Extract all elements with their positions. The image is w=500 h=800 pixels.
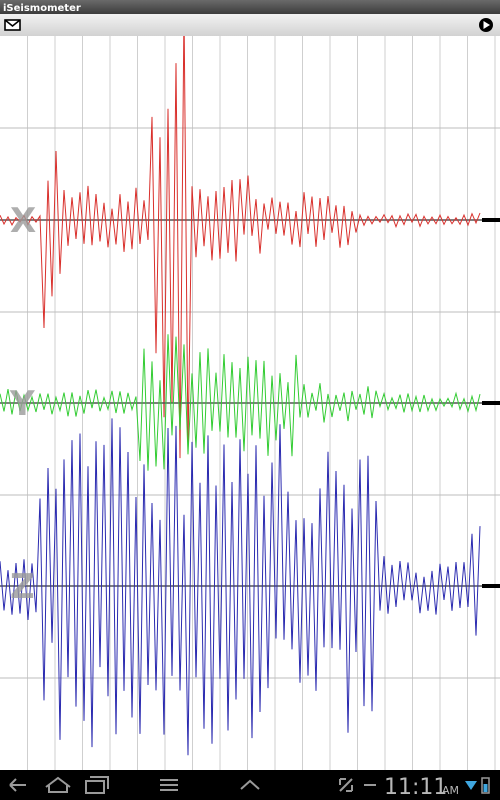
clock-period: AM bbox=[442, 784, 459, 797]
menu-button[interactable] bbox=[160, 779, 178, 791]
play-button[interactable] bbox=[479, 18, 493, 32]
screenshot-icon bbox=[339, 778, 353, 792]
home-button[interactable] bbox=[45, 776, 71, 793]
title-bar bbox=[0, 0, 500, 14]
trace bbox=[0, 334, 481, 471]
trace-label: X bbox=[10, 201, 36, 241]
trace-label: Y bbox=[9, 384, 35, 424]
wifi-icon bbox=[465, 781, 477, 790]
battery-icon bbox=[481, 777, 490, 794]
mail-button[interactable] bbox=[4, 19, 21, 31]
plot-area: X Y Z bbox=[0, 36, 500, 770]
trace-marker bbox=[482, 401, 500, 405]
traces: X Y Z bbox=[0, 36, 500, 756]
trace bbox=[0, 36, 481, 459]
clock-time: 11:11 bbox=[384, 775, 447, 800]
nav-bar bbox=[0, 770, 500, 800]
trace-marker bbox=[482, 584, 500, 588]
up-button[interactable] bbox=[240, 779, 260, 790]
toolbar bbox=[0, 14, 500, 36]
trace bbox=[0, 418, 481, 756]
back-button[interactable] bbox=[9, 778, 26, 792]
recent-button[interactable] bbox=[85, 776, 109, 794]
trace-marker bbox=[482, 218, 500, 222]
trace-label: Z bbox=[10, 567, 35, 607]
battery-level bbox=[483, 784, 488, 792]
app-title: iSeismometer bbox=[3, 3, 81, 14]
